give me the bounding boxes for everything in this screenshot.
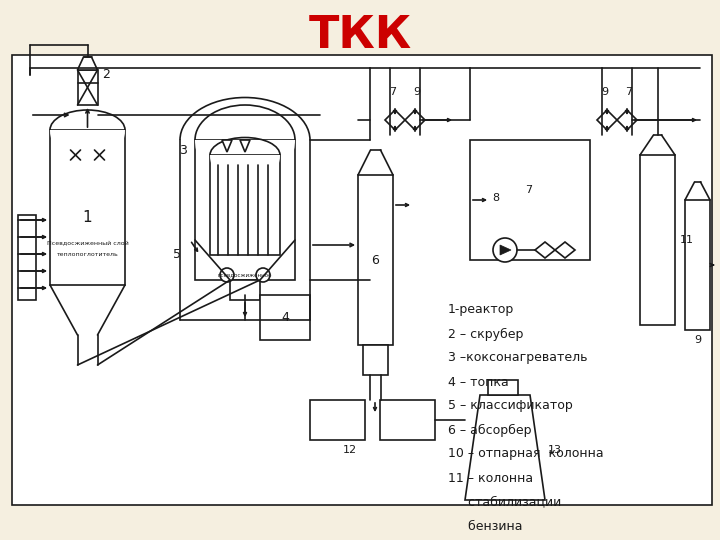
Text: 1: 1 [83,210,92,225]
Text: Псевдосжиженный слой: Псевдосжиженный слой [47,240,128,245]
Polygon shape [535,242,555,258]
Text: 2: 2 [102,69,110,82]
Bar [50,130,125,285]
Text: 3: 3 [179,144,187,157]
Bar [470,140,590,260]
Bar [310,400,365,440]
Text: 9: 9 [413,87,420,97]
Polygon shape [555,242,575,258]
Text: 6: 6 [372,253,379,267]
Bar [210,155,280,255]
Text: 9: 9 [601,87,608,97]
Text: 7: 7 [525,185,532,195]
Text: бензина: бензина [448,519,523,532]
Text: 1-реактор: 1-реактор [448,303,514,316]
Bar [363,345,388,375]
Polygon shape [385,110,405,130]
Bar [260,295,310,340]
Bar [685,200,710,330]
Polygon shape [222,140,232,152]
Bar [78,70,97,105]
Text: стабилизации: стабилизации [448,496,562,509]
Text: 7: 7 [390,87,397,97]
Circle shape [493,238,517,262]
Polygon shape [405,110,425,130]
Text: 4 – топка: 4 – топка [448,375,509,388]
Polygon shape [78,57,97,70]
Polygon shape [597,110,617,130]
Wedge shape [195,140,295,190]
Text: 11 – колонна: 11 – колонна [448,471,533,484]
Circle shape [220,268,234,282]
Bar [358,175,393,345]
Text: 4: 4 [281,311,289,324]
Wedge shape [210,155,280,190]
Text: теплопоглотитель: теплопоглотитель [57,252,118,257]
Polygon shape [500,245,511,255]
Circle shape [256,268,270,282]
Bar [488,380,518,395]
Text: 9: 9 [694,335,701,345]
Wedge shape [50,130,125,167]
Bar [230,280,260,300]
Bar [18,215,36,300]
Text: 8: 8 [492,193,499,203]
Text: 10 – отпарная  колонна: 10 – отпарная колонна [448,448,603,461]
Polygon shape [240,140,250,152]
Text: 5 – классификатор: 5 – классификатор [448,400,572,413]
Bar [12,55,712,505]
Text: 11: 11 [680,235,694,245]
Polygon shape [617,110,637,130]
Text: 13: 13 [548,445,562,455]
Text: 5: 5 [173,248,181,261]
Text: ТКК: ТКК [308,14,412,57]
Bar [195,140,295,280]
Bar [640,155,675,325]
Bar [380,400,435,440]
Polygon shape [465,395,545,500]
Text: 2 – скрубер: 2 – скрубер [448,327,523,341]
Text: 7: 7 [626,87,633,97]
Text: 3 –коксонагреватель: 3 –коксонагреватель [448,352,588,365]
Text: 6 – абсорбер: 6 – абсорбер [448,423,531,436]
Text: псевдосжиженное: псевдосжиженное [217,273,272,278]
Text: 12: 12 [343,445,357,455]
